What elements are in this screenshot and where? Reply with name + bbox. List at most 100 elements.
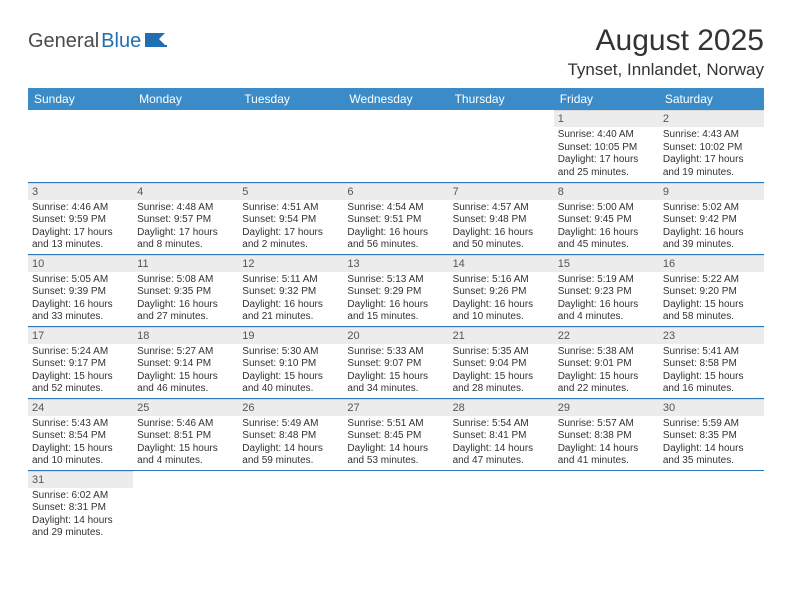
location-label: Tynset, Innlandet, Norway (567, 60, 764, 80)
calendar-day-cell: 11Sunrise: 5:08 AMSunset: 9:35 PMDayligh… (133, 254, 238, 326)
calendar-day-cell: 30Sunrise: 5:59 AMSunset: 8:35 PMDayligh… (659, 398, 764, 470)
calendar-week-row: 24Sunrise: 5:43 AMSunset: 8:54 PMDayligh… (28, 398, 764, 470)
brand-part1: General (28, 30, 99, 53)
day-number: 2 (659, 110, 764, 127)
calendar-day-cell: 29Sunrise: 5:57 AMSunset: 8:38 PMDayligh… (554, 398, 659, 470)
day-number: 24 (28, 399, 133, 416)
calendar-day-cell: 8Sunrise: 5:00 AMSunset: 9:45 PMDaylight… (554, 182, 659, 254)
day-number: 5 (238, 183, 343, 200)
weekday-header: Monday (133, 88, 238, 110)
day-number: 22 (554, 327, 659, 344)
page-header: GeneralBlue August 2025 Tynset, Innlande… (28, 24, 764, 80)
weekday-header: Thursday (449, 88, 554, 110)
day-details: Sunrise: 5:54 AMSunset: 8:41 PMDaylight:… (449, 416, 554, 470)
calendar-day-cell: 25Sunrise: 5:46 AMSunset: 8:51 PMDayligh… (133, 398, 238, 470)
calendar-day-cell (28, 110, 133, 182)
day-number: 17 (28, 327, 133, 344)
day-number: 25 (133, 399, 238, 416)
day-details: Sunrise: 4:57 AMSunset: 9:48 PMDaylight:… (449, 200, 554, 254)
weekday-header: Tuesday (238, 88, 343, 110)
calendar-day-cell: 26Sunrise: 5:49 AMSunset: 8:48 PMDayligh… (238, 398, 343, 470)
day-details: Sunrise: 5:08 AMSunset: 9:35 PMDaylight:… (133, 272, 238, 326)
day-number: 3 (28, 183, 133, 200)
day-details: Sunrise: 4:51 AMSunset: 9:54 PMDaylight:… (238, 200, 343, 254)
calendar-day-cell: 18Sunrise: 5:27 AMSunset: 9:14 PMDayligh… (133, 326, 238, 398)
day-details: Sunrise: 5:27 AMSunset: 9:14 PMDaylight:… (133, 344, 238, 398)
day-number: 21 (449, 327, 554, 344)
day-number: 12 (238, 255, 343, 272)
day-number: 4 (133, 183, 238, 200)
day-number: 16 (659, 255, 764, 272)
calendar-day-cell (133, 110, 238, 182)
calendar-day-cell (449, 110, 554, 182)
calendar-day-cell: 9Sunrise: 5:02 AMSunset: 9:42 PMDaylight… (659, 182, 764, 254)
calendar-page: GeneralBlue August 2025 Tynset, Innlande… (0, 0, 792, 566)
calendar-week-row: 31Sunrise: 6:02 AMSunset: 8:31 PMDayligh… (28, 470, 764, 542)
day-number: 11 (133, 255, 238, 272)
day-number: 18 (133, 327, 238, 344)
calendar-day-cell (238, 470, 343, 542)
day-details: Sunrise: 5:35 AMSunset: 9:04 PMDaylight:… (449, 344, 554, 398)
weekday-header: Sunday (28, 88, 133, 110)
calendar-week-row: 10Sunrise: 5:05 AMSunset: 9:39 PMDayligh… (28, 254, 764, 326)
day-number: 27 (343, 399, 448, 416)
calendar-day-cell (449, 470, 554, 542)
calendar-day-cell (554, 470, 659, 542)
calendar-day-cell: 22Sunrise: 5:38 AMSunset: 9:01 PMDayligh… (554, 326, 659, 398)
day-number: 30 (659, 399, 764, 416)
calendar-day-cell: 20Sunrise: 5:33 AMSunset: 9:07 PMDayligh… (343, 326, 448, 398)
calendar-header-row: SundayMondayTuesdayWednesdayThursdayFrid… (28, 88, 764, 110)
weekday-header: Wednesday (343, 88, 448, 110)
calendar-day-cell (238, 110, 343, 182)
calendar-day-cell: 16Sunrise: 5:22 AMSunset: 9:20 PMDayligh… (659, 254, 764, 326)
day-number: 28 (449, 399, 554, 416)
day-details: Sunrise: 5:02 AMSunset: 9:42 PMDaylight:… (659, 200, 764, 254)
day-details: Sunrise: 5:33 AMSunset: 9:07 PMDaylight:… (343, 344, 448, 398)
month-title: August 2025 (567, 24, 764, 58)
day-details: Sunrise: 5:16 AMSunset: 9:26 PMDaylight:… (449, 272, 554, 326)
day-details: Sunrise: 5:46 AMSunset: 8:51 PMDaylight:… (133, 416, 238, 470)
day-details: Sunrise: 6:02 AMSunset: 8:31 PMDaylight:… (28, 488, 133, 542)
calendar-week-row: 1Sunrise: 4:40 AMSunset: 10:05 PMDayligh… (28, 110, 764, 182)
calendar-day-cell: 2Sunrise: 4:43 AMSunset: 10:02 PMDayligh… (659, 110, 764, 182)
calendar-week-row: 17Sunrise: 5:24 AMSunset: 9:17 PMDayligh… (28, 326, 764, 398)
title-block: August 2025 Tynset, Innlandet, Norway (567, 24, 764, 80)
day-number: 14 (449, 255, 554, 272)
calendar-day-cell: 5Sunrise: 4:51 AMSunset: 9:54 PMDaylight… (238, 182, 343, 254)
calendar-day-cell: 28Sunrise: 5:54 AMSunset: 8:41 PMDayligh… (449, 398, 554, 470)
day-details: Sunrise: 5:19 AMSunset: 9:23 PMDaylight:… (554, 272, 659, 326)
day-details: Sunrise: 5:57 AMSunset: 8:38 PMDaylight:… (554, 416, 659, 470)
calendar-day-cell: 3Sunrise: 4:46 AMSunset: 9:59 PMDaylight… (28, 182, 133, 254)
day-number: 13 (343, 255, 448, 272)
calendar-day-cell: 12Sunrise: 5:11 AMSunset: 9:32 PMDayligh… (238, 254, 343, 326)
day-details: Sunrise: 5:00 AMSunset: 9:45 PMDaylight:… (554, 200, 659, 254)
calendar-day-cell: 21Sunrise: 5:35 AMSunset: 9:04 PMDayligh… (449, 326, 554, 398)
calendar-day-cell: 27Sunrise: 5:51 AMSunset: 8:45 PMDayligh… (343, 398, 448, 470)
day-details: Sunrise: 5:59 AMSunset: 8:35 PMDaylight:… (659, 416, 764, 470)
calendar-day-cell: 7Sunrise: 4:57 AMSunset: 9:48 PMDaylight… (449, 182, 554, 254)
weekday-header: Saturday (659, 88, 764, 110)
day-details: Sunrise: 4:40 AMSunset: 10:05 PMDaylight… (554, 127, 659, 181)
calendar-day-cell: 4Sunrise: 4:48 AMSunset: 9:57 PMDaylight… (133, 182, 238, 254)
day-details: Sunrise: 5:38 AMSunset: 9:01 PMDaylight:… (554, 344, 659, 398)
brand-logo: GeneralBlue (28, 24, 167, 53)
calendar-day-cell: 1Sunrise: 4:40 AMSunset: 10:05 PMDayligh… (554, 110, 659, 182)
calendar-day-cell: 19Sunrise: 5:30 AMSunset: 9:10 PMDayligh… (238, 326, 343, 398)
day-number: 31 (28, 471, 133, 488)
day-details: Sunrise: 5:49 AMSunset: 8:48 PMDaylight:… (238, 416, 343, 470)
calendar-table: SundayMondayTuesdayWednesdayThursdayFrid… (28, 88, 764, 542)
day-number: 20 (343, 327, 448, 344)
calendar-day-cell: 10Sunrise: 5:05 AMSunset: 9:39 PMDayligh… (28, 254, 133, 326)
calendar-day-cell (659, 470, 764, 542)
day-number: 15 (554, 255, 659, 272)
day-number: 10 (28, 255, 133, 272)
day-details: Sunrise: 5:30 AMSunset: 9:10 PMDaylight:… (238, 344, 343, 398)
day-number: 7 (449, 183, 554, 200)
day-number: 29 (554, 399, 659, 416)
day-number: 1 (554, 110, 659, 127)
day-details: Sunrise: 5:41 AMSunset: 8:58 PMDaylight:… (659, 344, 764, 398)
day-number: 6 (343, 183, 448, 200)
weekday-header: Friday (554, 88, 659, 110)
calendar-day-cell (343, 110, 448, 182)
calendar-day-cell: 24Sunrise: 5:43 AMSunset: 8:54 PMDayligh… (28, 398, 133, 470)
